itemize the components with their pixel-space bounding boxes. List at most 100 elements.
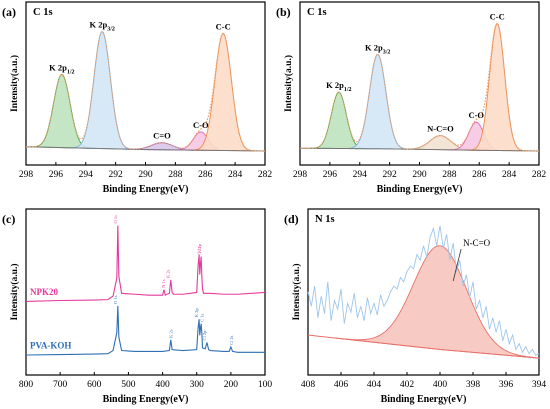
peak-annotation: K 2p xyxy=(197,243,202,253)
x-tick-label: 402 xyxy=(400,380,415,390)
x-tick-label: 298 xyxy=(19,170,34,180)
peak-label: K 2p3/2 xyxy=(89,20,114,33)
x-tick-label: 292 xyxy=(109,170,124,180)
peak-label: C-O xyxy=(193,120,209,130)
y-axis-label: Intensity(a.u.) xyxy=(291,263,302,320)
x-tick-label: 296 xyxy=(323,170,338,180)
x-axis-label: Binding Energy(eV) xyxy=(103,394,189,405)
peak-label-main: C-C xyxy=(490,12,505,22)
series-label: NPK20 xyxy=(30,287,58,297)
peak-annotation: N 1s xyxy=(161,279,166,288)
peak-annotation: O 1s xyxy=(113,295,118,304)
x-tick-label: 700 xyxy=(53,380,68,390)
x-tick-label: 284 xyxy=(502,170,517,180)
peak-label-main: C=O xyxy=(153,131,171,141)
series-line xyxy=(25,305,265,356)
panel-title: C 1s xyxy=(33,7,53,18)
peak-label-main: K 2p xyxy=(365,42,383,52)
x-tick-label: 282 xyxy=(258,170,273,180)
x-tick-label: 200 xyxy=(224,380,239,390)
peak-label: K 2p1/2 xyxy=(326,80,351,93)
peak-label-main: C-C xyxy=(216,21,231,31)
panel-b: 298 296 294 292 290 288 286 284 282 Binding Energ… xyxy=(276,1,547,195)
peak-label: N-C=O xyxy=(427,124,454,134)
x-tick-label: 398 xyxy=(466,380,481,390)
peak-annotation: K 2s xyxy=(168,329,173,338)
x-tick-label: 396 xyxy=(499,380,514,390)
x-tick-label: 394 xyxy=(532,380,547,390)
x-tick-label: 408 xyxy=(301,380,316,390)
peak-label-main: N-C=O xyxy=(427,124,454,134)
panel-letter: (b) xyxy=(276,5,291,19)
x-tick-label: 282 xyxy=(532,170,547,180)
y-axis-label: Intensity(a.u.) xyxy=(9,263,20,320)
x-tick-label: 404 xyxy=(367,380,382,390)
peak-component xyxy=(69,30,136,150)
background-line xyxy=(299,147,540,152)
peak-label-main: K 2p xyxy=(326,80,344,90)
peak-label-sub: 1/2 xyxy=(67,69,75,75)
x-tick-label: 400 xyxy=(155,380,170,390)
series-line xyxy=(25,225,266,302)
y-axis-label: Intensity(a.u.) xyxy=(283,55,294,112)
panel-letter: (c) xyxy=(2,212,15,226)
x-tick-label: 284 xyxy=(228,170,243,180)
peak-annotation: C 1s xyxy=(196,246,201,254)
peak-label-main: C-O xyxy=(193,120,209,130)
x-tick-label: 300 xyxy=(190,380,205,390)
peak-annotation: Cl 2s xyxy=(229,335,234,345)
panel-title: N 1s xyxy=(315,214,335,225)
peak-annotation: K 2p xyxy=(194,308,199,318)
panel-title: C 1s xyxy=(307,7,327,18)
peak-label-sub: 3/2 xyxy=(107,27,115,33)
x-tick-label: 100 xyxy=(258,380,273,390)
peak-label-main: C-O xyxy=(468,110,484,120)
peak-label-main: K 2p xyxy=(49,62,67,72)
x-tick-label: 400 xyxy=(433,380,448,390)
x-axis-label: Binding Energy(eV) xyxy=(377,184,463,195)
x-tick-label: 500 xyxy=(121,380,136,390)
panel-letter: (a) xyxy=(2,5,16,19)
x-axis-label: Binding Energy(eV) xyxy=(103,184,189,195)
peak-annotation: C 1s xyxy=(199,313,204,321)
x-tick-label: 800 xyxy=(19,380,34,390)
peak-label: N-C=O xyxy=(463,238,491,248)
x-tick-label: 286 xyxy=(198,170,213,180)
x-tick-label: 296 xyxy=(49,170,64,180)
peak-annotation: O 1s xyxy=(113,215,118,224)
peak-label-main: K 2p xyxy=(89,20,107,30)
peak-label: C-C xyxy=(216,21,231,31)
peak-component xyxy=(345,54,411,150)
background-line xyxy=(25,146,266,152)
peak-label: K 2p3/2 xyxy=(365,42,390,55)
x-tick-label: 290 xyxy=(138,170,153,180)
peak-annotation: Cl 2p xyxy=(202,330,207,341)
x-tick-label: 406 xyxy=(334,380,349,390)
background-line xyxy=(307,334,540,359)
peak-label: K 2p1/2 xyxy=(49,62,74,75)
envelope-line xyxy=(25,30,266,152)
panel-a: 298 296 294 292 290 288 286 284 282 Binding Energ… xyxy=(2,1,273,195)
envelope-line xyxy=(299,22,540,152)
x-tick-label: 294 xyxy=(79,170,94,180)
peak-label-sub: 3/2 xyxy=(383,49,391,55)
panel-c: 800 700 600 500 400 300 200 100 Binding Energy(e… xyxy=(2,208,273,405)
x-tick-label: 298 xyxy=(293,170,308,180)
y-axis-label: Intensity(a.u.) xyxy=(9,55,20,112)
peak-annotation: K 2s xyxy=(165,269,170,278)
x-tick-label: 600 xyxy=(87,380,102,390)
annotation-arrow xyxy=(452,248,462,282)
panel-d: 408 406 404 402 400 398 396 394 Binding Energy(e… xyxy=(284,208,547,405)
x-tick-label: 288 xyxy=(442,170,457,180)
peak-label: C=O xyxy=(153,131,171,141)
x-tick-label: 288 xyxy=(168,170,183,180)
x-tick-label: 294 xyxy=(353,170,368,180)
x-tick-label: 292 xyxy=(383,170,398,180)
peak-label: C-C xyxy=(490,12,505,22)
x-tick-label: 286 xyxy=(472,170,487,180)
raw-spectrum-line xyxy=(307,225,540,356)
x-tick-label: 290 xyxy=(412,170,427,180)
x-axis-label: Binding Energy(eV) xyxy=(381,394,467,405)
panel-letter: (d) xyxy=(284,212,299,226)
